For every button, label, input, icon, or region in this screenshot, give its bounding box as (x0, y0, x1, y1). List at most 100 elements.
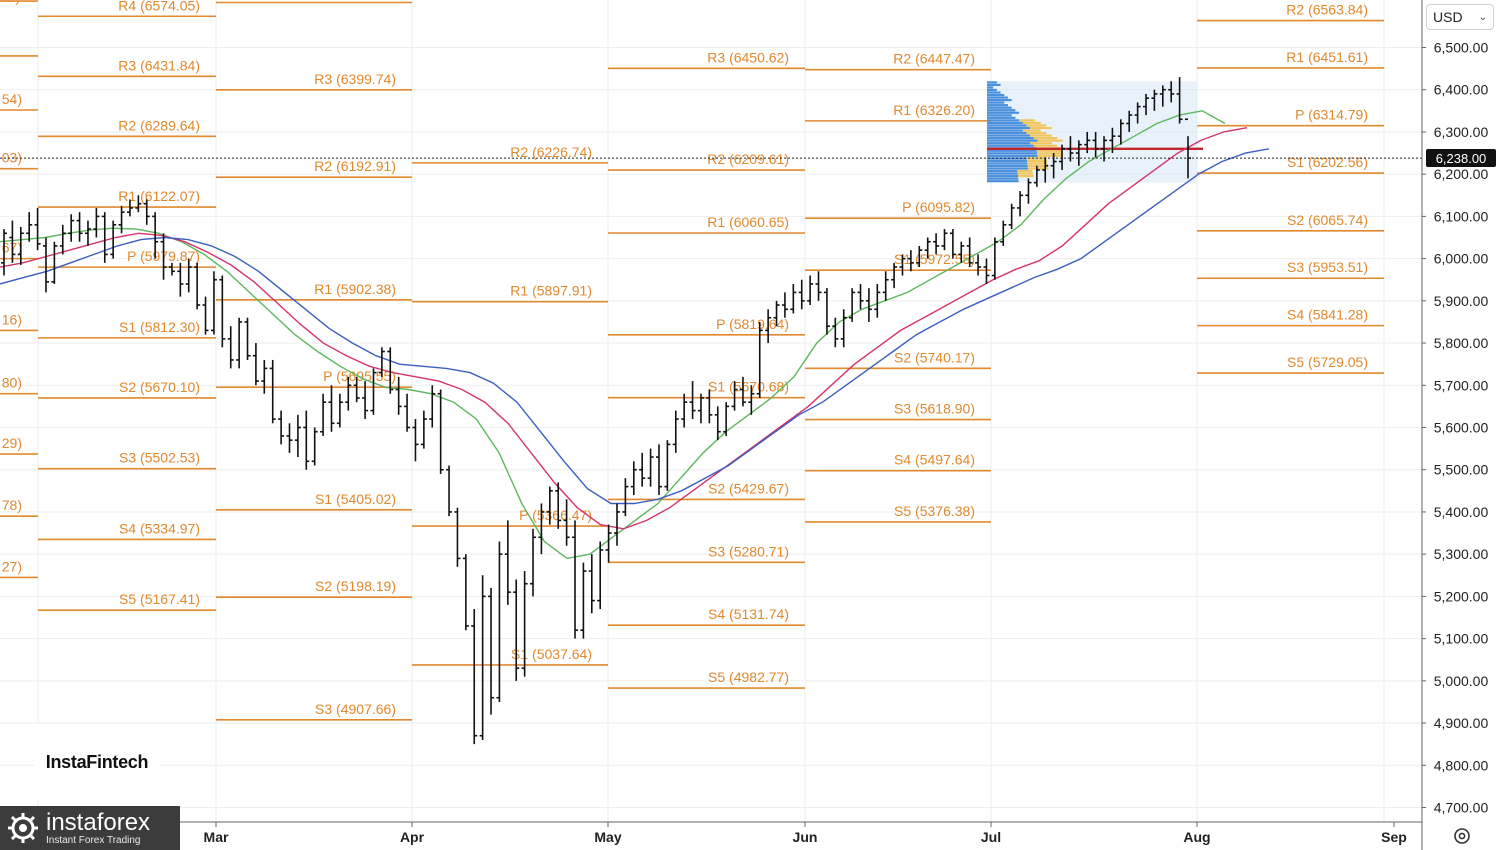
ohlc-bar (739, 376, 746, 407)
volume-profile-bar (1033, 137, 1058, 140)
volume-profile-bar (987, 131, 1027, 135)
ohlc-bar (68, 214, 75, 242)
volume-profile-bar (1027, 164, 1049, 168)
ohlc-bar (1, 229, 7, 276)
volume-profile-bar (987, 124, 1027, 127)
ohlc-bar (328, 385, 335, 432)
ohlc-bar (1067, 136, 1074, 162)
volume-profile-bar (1030, 142, 1052, 145)
instaforex-tagline: Instant Forex Trading (46, 834, 141, 846)
ohlc-bar (1042, 157, 1049, 183)
pivot-label: R1 (5897.91) (510, 283, 592, 299)
ohlc-bar (9, 220, 16, 263)
ohlc-bar (907, 250, 914, 272)
volume-profile-bar (987, 114, 1012, 117)
ohlc-bar (126, 199, 133, 217)
ohlc-bar (1084, 131, 1091, 154)
ohlc-bar (689, 381, 696, 420)
ohlc-bar (1151, 89, 1158, 111)
volume-profile-bar (987, 134, 1031, 137)
ohlc-bar (798, 279, 805, 310)
ohlc-bar (51, 241, 58, 284)
ohlc-bar (1000, 220, 1007, 246)
pivot-label: 03) (2, 150, 22, 166)
y-tick-label: 5,800.00 (1434, 335, 1489, 351)
x-tick-label: Aug (1183, 829, 1210, 845)
ohlc-bar (773, 300, 780, 327)
gear-icon (1454, 828, 1470, 844)
ohlc-bar (244, 317, 251, 360)
pivot-label: S3 (5953.51) (1287, 259, 1368, 275)
ohlc-bar (17, 226, 24, 265)
pivot-label: S2 (5198.19) (315, 578, 396, 594)
ohlc-bar (1134, 102, 1141, 124)
moving-average-line (0, 127, 1248, 530)
y-tick-label: 5,200.00 (1434, 588, 1489, 604)
volume-profile-bar (1036, 149, 1062, 152)
ohlc-bar (395, 376, 402, 415)
pivot-label: 90) (0, 0, 20, 5)
volume-profile-bar (987, 159, 1028, 163)
pivot-label: S3 (5502.53) (119, 450, 200, 466)
moving-average-line (0, 148, 1270, 505)
ohlc-bar (513, 579, 520, 681)
ohlc-bar (420, 410, 427, 449)
pivot-label: S3 (4907.66) (315, 701, 396, 717)
pivot-label: R3 (6450.62) (707, 49, 789, 65)
ohlc-bar (362, 381, 369, 420)
y-tick-label: 4,800.00 (1434, 757, 1489, 773)
moving-average-line (0, 110, 1226, 560)
ohlc-bar (840, 309, 847, 348)
pivot-label: R1 (6326.20) (893, 102, 975, 118)
volume-profile-bar (987, 119, 1020, 122)
ohlc-bar (966, 237, 973, 268)
volume-profile-bar (987, 162, 1028, 165)
ohlc-bar (160, 233, 167, 280)
moving-averages (0, 110, 1270, 560)
ohlc-bar (605, 524, 612, 563)
currency-select[interactable]: USD ⌄ (1426, 4, 1494, 30)
ohlc-bar (714, 406, 721, 441)
pivot-label: R1 (6060.65) (707, 214, 789, 230)
ohlc-bar (320, 393, 327, 436)
volume-profile-bar (987, 152, 1038, 155)
y-tick-label: 6,100.00 (1434, 208, 1489, 224)
ohlc-bar (269, 359, 276, 424)
ohlc-bar (404, 393, 411, 432)
volume-profile-bar (1027, 159, 1048, 163)
ohlc-bar (655, 444, 662, 496)
ohlc-bar (471, 609, 478, 745)
ohlc-bar (210, 271, 217, 335)
pivot-label: 27) (2, 558, 22, 574)
settings-button[interactable] (1450, 824, 1474, 848)
ohlc-bar (294, 414, 301, 458)
pivot-label: 54) (2, 91, 22, 107)
pivot-label: R2 (6289.64) (118, 117, 200, 133)
ohlc-bar (924, 237, 931, 259)
y-tick-label: 5,700.00 (1434, 377, 1489, 393)
ohlc-bar (916, 245, 923, 268)
y-tick-label: 6,500.00 (1434, 40, 1489, 56)
volume-profile-bar (987, 104, 1008, 107)
ohlc-bar (1033, 165, 1040, 187)
ohlc-bar (823, 288, 830, 335)
pivot-label: S4 (5841.28) (1287, 307, 1368, 323)
ohlc-bar (723, 402, 730, 436)
volume-profile-bar (1017, 175, 1034, 178)
pivot-label: R3 (6431.84) (118, 57, 200, 73)
volume-profile-bar (987, 172, 1018, 175)
pivot-label: S1 (6202.56) (1287, 154, 1368, 170)
ohlc-bar (1176, 77, 1183, 124)
ohlc-bar (1126, 110, 1133, 132)
instaforex-logo-icon (8, 813, 38, 843)
volume-profile-bar (1019, 119, 1036, 122)
ohlc-bar (42, 237, 49, 293)
volume-profile-bar (987, 91, 1001, 94)
volume-profile-bar (987, 101, 1005, 104)
ohlc-bar (252, 343, 259, 386)
ohlc-bar (1025, 178, 1032, 204)
volume-profile-bar (1037, 154, 1063, 157)
ohlc-bar (781, 292, 788, 318)
ohlc-bar (639, 452, 646, 487)
